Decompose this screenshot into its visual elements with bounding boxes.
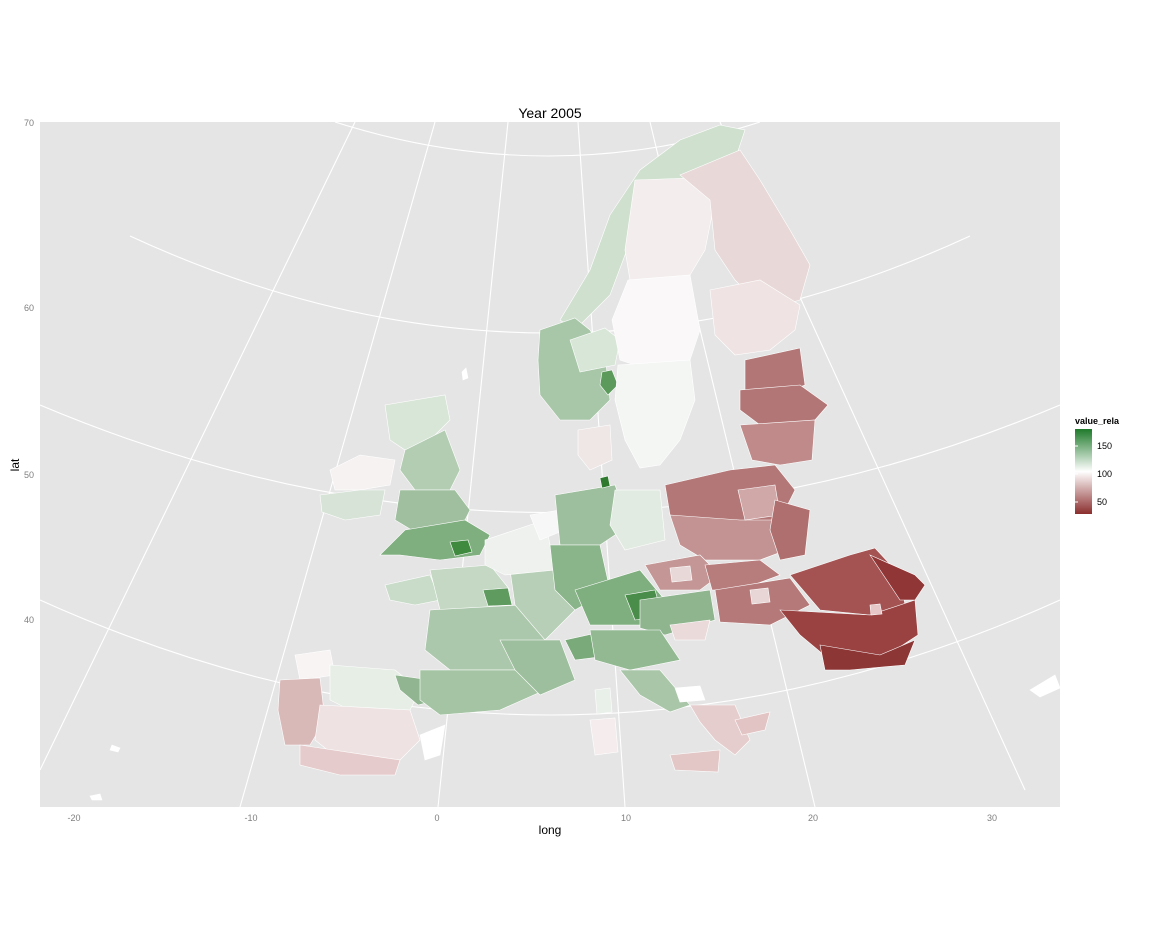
region-sicily — [669, 749, 721, 773]
legend-label: 100 — [1097, 469, 1112, 479]
y-axis: 40 50 60 70 lat — [8, 118, 34, 625]
region-sweden-mid — [611, 274, 701, 371]
legend-title: value_rela — [1075, 416, 1120, 426]
legend-label: 50 — [1097, 497, 1107, 507]
region-ireland-south — [319, 489, 386, 521]
x-tick-label: -10 — [244, 813, 257, 823]
region-hamburg — [599, 475, 611, 489]
region-brittany — [384, 574, 441, 606]
region-central-italy — [619, 669, 691, 713]
x-tick-label: 30 — [987, 813, 997, 823]
region-finland-south — [709, 279, 801, 356]
meridian-w20 — [40, 122, 356, 771]
region-norway-mid — [569, 327, 621, 373]
x-axis: -20 -10 0 10 20 30 long — [67, 813, 997, 837]
region-galicia — [294, 649, 336, 681]
region-east-germany — [609, 489, 666, 551]
region-ireland-north — [329, 454, 396, 491]
map-regions — [89, 124, 1060, 801]
region-aegean-island — [1029, 674, 1060, 698]
region-london — [449, 539, 473, 557]
region-iceland-sliver — [461, 367, 469, 381]
region-andalusia — [299, 744, 401, 776]
region-sardinia — [589, 717, 619, 756]
region-prague — [669, 565, 693, 583]
region-moldova-east — [869, 554, 926, 601]
region-denmark — [577, 424, 613, 471]
y-tick-label: 60 — [24, 303, 34, 313]
y-tick-label: 40 — [24, 615, 34, 625]
region-bulgaria — [819, 639, 916, 671]
region-paris — [482, 587, 513, 607]
region-bucharest — [869, 603, 883, 616]
meridian-w10 — [239, 122, 436, 807]
x-axis-title: long — [539, 823, 562, 837]
region-sweden-south — [614, 359, 696, 469]
region-budapest — [749, 587, 771, 605]
plot-panel — [40, 122, 1060, 807]
region-valencia — [419, 724, 446, 761]
region-calabria — [734, 711, 771, 736]
y-tick-label: 50 — [24, 470, 34, 480]
region-canary-1 — [89, 793, 103, 801]
x-tick-label: 20 — [808, 813, 818, 823]
y-tick-label: 70 — [24, 118, 34, 128]
region-oslo — [599, 369, 619, 396]
legend-colorbar — [1075, 429, 1092, 514]
y-axis-title: lat — [8, 458, 22, 471]
legend: value_rela 150 100 50 — [1075, 416, 1120, 514]
region-north-italy — [589, 629, 681, 671]
plot-title: Year 2005 — [518, 105, 582, 121]
region-finland-north — [679, 149, 811, 311]
x-tick-label: 10 — [621, 813, 631, 823]
parallel-40 — [40, 599, 1060, 716]
region-corsica — [594, 687, 613, 715]
region-rome — [674, 685, 706, 703]
graticule — [40, 122, 1060, 807]
x-tick-label: -20 — [67, 813, 80, 823]
region-canary-2 — [109, 744, 121, 753]
region-portugal — [277, 677, 326, 746]
region-poland-east — [769, 499, 811, 561]
region-provence — [499, 639, 576, 696]
legend-label: 150 — [1097, 441, 1112, 451]
region-lithuania — [739, 419, 816, 466]
region-south-italy — [689, 704, 751, 756]
region-slovenia — [669, 619, 711, 641]
x-tick-label: 0 — [434, 813, 439, 823]
